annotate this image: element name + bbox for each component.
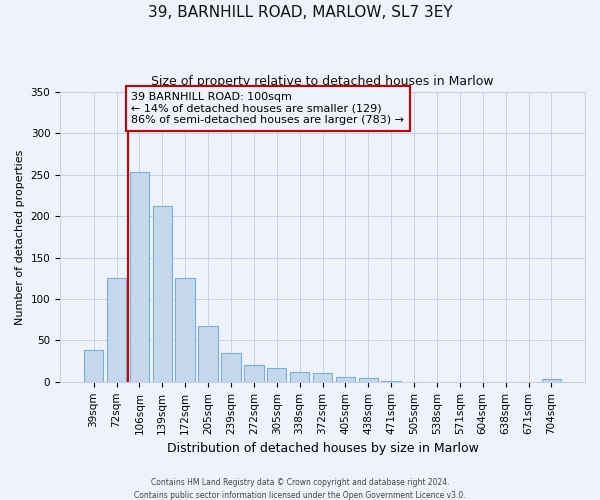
Bar — [84, 350, 103, 382]
Y-axis label: Number of detached properties: Number of detached properties — [15, 149, 25, 324]
Bar — [542, 380, 561, 382]
Text: 39 BARNHILL ROAD: 100sqm
← 14% of detached houses are smaller (129)
86% of semi-: 39 BARNHILL ROAD: 100sqm ← 14% of detach… — [131, 92, 404, 125]
Bar — [267, 368, 286, 382]
Bar — [335, 377, 355, 382]
Text: 39, BARNHILL ROAD, MARLOW, SL7 3EY: 39, BARNHILL ROAD, MARLOW, SL7 3EY — [148, 5, 452, 20]
Bar — [290, 372, 310, 382]
Bar — [199, 326, 218, 382]
X-axis label: Distribution of detached houses by size in Marlow: Distribution of detached houses by size … — [167, 442, 478, 455]
Bar — [313, 372, 332, 382]
Bar — [130, 172, 149, 382]
Text: Contains HM Land Registry data © Crown copyright and database right 2024.
Contai: Contains HM Land Registry data © Crown c… — [134, 478, 466, 500]
Bar — [152, 206, 172, 382]
Bar — [175, 278, 195, 382]
Bar — [382, 381, 401, 382]
Bar — [359, 378, 378, 382]
Title: Size of property relative to detached houses in Marlow: Size of property relative to detached ho… — [151, 75, 494, 88]
Bar — [244, 366, 263, 382]
Bar — [107, 278, 126, 382]
Bar — [221, 353, 241, 382]
